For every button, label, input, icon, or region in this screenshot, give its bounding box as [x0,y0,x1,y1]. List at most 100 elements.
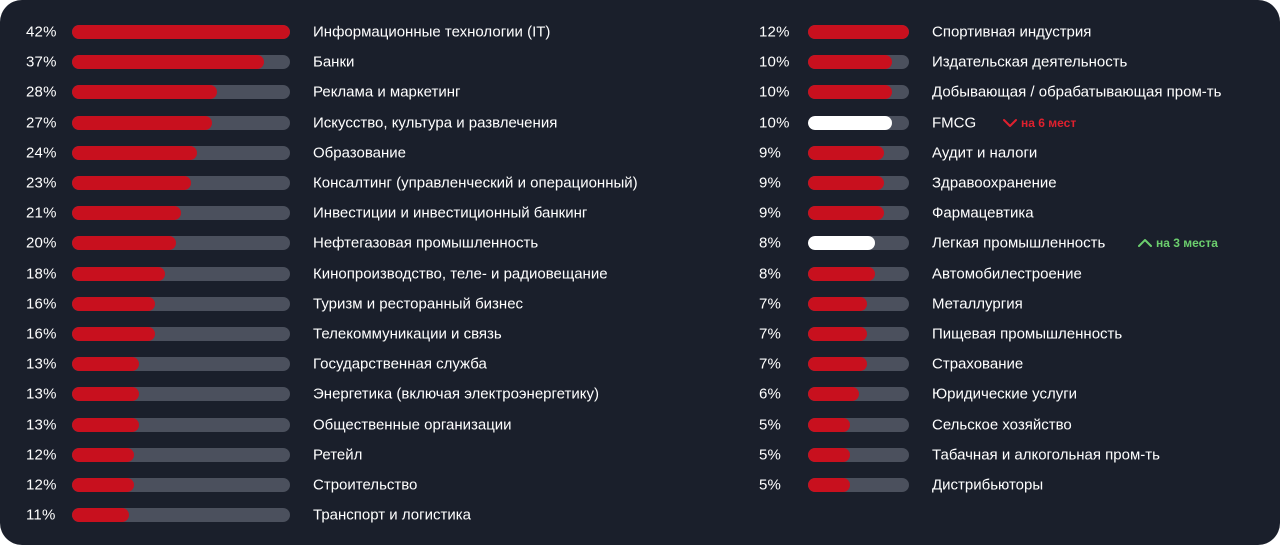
bar-track [808,326,909,341]
bar-category-label: Банки [313,53,355,71]
bar-row: 16% Туризм и ресторанный бизнес [0,289,660,319]
chart-column-left: 42% Информационные технологии (IT) 37% Банк… [0,17,660,530]
bar [808,25,909,40]
bar-category-label: Транспорт и логистика [313,506,471,524]
bar-row: 5% Сельское хозяйство [740,409,1280,439]
bar-row: 8% Автомобилестроение [740,259,1280,289]
bar-value-label: 21% [26,204,57,222]
chevron-up-icon [1138,238,1152,248]
bar-track [808,296,909,311]
bar-value-label: 37% [26,53,57,71]
bar [72,508,130,523]
bar-value-label: 27% [26,114,57,132]
bar-value-label: 6% [759,385,782,403]
bar [72,387,140,402]
bar-track [72,326,290,341]
bar [808,85,893,100]
bar-row: 10% Добывающая / обрабатывающая пром-ть [740,77,1280,107]
bar-row: 9% Здравоохранение [740,168,1280,198]
bar-category-label: Фармацевтика [932,204,1034,222]
bar-row: 37% Банки [0,47,660,77]
bar-track [808,115,909,130]
bar [808,206,884,221]
bar-row: 13% Государственная служба [0,349,660,379]
bar-track [808,176,909,191]
bar [808,477,851,492]
bar [72,145,197,160]
bar-row: 10% FMCG на 6 мест [740,108,1280,138]
bar-track [72,115,290,130]
bar-category-label: FMCG [932,114,977,132]
bar-value-label: 18% [26,265,57,283]
bar [808,417,851,432]
bar-value-label: 13% [26,355,57,373]
bar-track [72,447,290,462]
bar-row: 13% Общественные организации [0,409,660,439]
rank-change-label: на 3 места [1156,236,1218,251]
bar-category-label: Телекоммуникации и связь [313,325,502,343]
bar [72,85,218,100]
bar-category-label: Здравоохранение [932,174,1057,192]
bar-track [72,266,290,281]
bar [72,176,192,191]
bar-track [72,25,290,40]
bar-row: 6% Юридические услуги [740,379,1280,409]
bar [808,55,893,70]
bar-value-label: 28% [26,83,57,101]
bar-track [808,206,909,221]
bar-value-label: 7% [759,325,782,343]
bar-row: 9% Фармацевтика [740,198,1280,228]
bar-track [72,85,290,100]
bar-value-label: 11% [26,506,56,524]
bar-track [808,85,909,100]
bar [808,357,867,372]
bar-value-label: 9% [759,174,782,192]
bar-track [808,477,909,492]
bar [808,447,851,462]
bar [808,266,876,281]
bar [808,176,884,191]
bar-value-label: 9% [759,204,782,222]
bar [72,115,213,130]
bar-value-label: 16% [26,325,57,343]
bar [72,206,181,221]
bar-track [808,447,909,462]
bar-category-label: Издательская деятельность [932,53,1128,71]
bar [72,25,290,40]
bar-value-label: 16% [26,295,57,313]
bar-category-label: Дистрибьюторы [932,476,1044,494]
chevron-down-icon [1003,118,1017,128]
rank-up-badge: на 3 места [1138,236,1218,250]
bar-value-label: 10% [759,53,790,71]
bar-category-label: Аудит и налоги [932,144,1038,162]
bar [72,417,140,432]
bar-value-label: 10% [759,114,790,132]
bar-track [72,55,290,70]
bar-category-label: Страхование [932,355,1024,373]
chart-column-right: 12% Спортивная индустрия 10% Издательская д… [740,17,1280,500]
bar-track [808,25,909,40]
bar-value-label: 12% [759,23,790,41]
bar [808,387,859,402]
bar-track [72,508,290,523]
bar-row: 20% Нефтегазовая промышленность [0,228,660,258]
bar-row: 5% Табачная и алкогольная пром-ть [740,440,1280,470]
bar-category-label: Инвестиции и инвестиционный банкинг [313,204,588,222]
bar-category-label: Общественные организации [313,416,512,434]
bar [72,447,135,462]
bar-category-label: Сельское хозяйство [932,416,1072,434]
bar-category-label: Образование [313,144,406,162]
bar-category-label: Информационные технологии (IT) [313,23,551,41]
bar-track [72,176,290,191]
bar [72,55,265,70]
bar-value-label: 9% [759,144,782,162]
bar-row: 8% Легкая промышленность на 3 места [740,228,1280,258]
bar-value-label: 13% [26,385,57,403]
bar-value-label: 8% [759,234,782,252]
bar-category-label: Государственная служба [313,355,487,373]
bar [808,296,867,311]
bar [72,326,156,341]
bar [808,326,867,341]
bar-category-label: Юридические услуги [932,385,1078,403]
